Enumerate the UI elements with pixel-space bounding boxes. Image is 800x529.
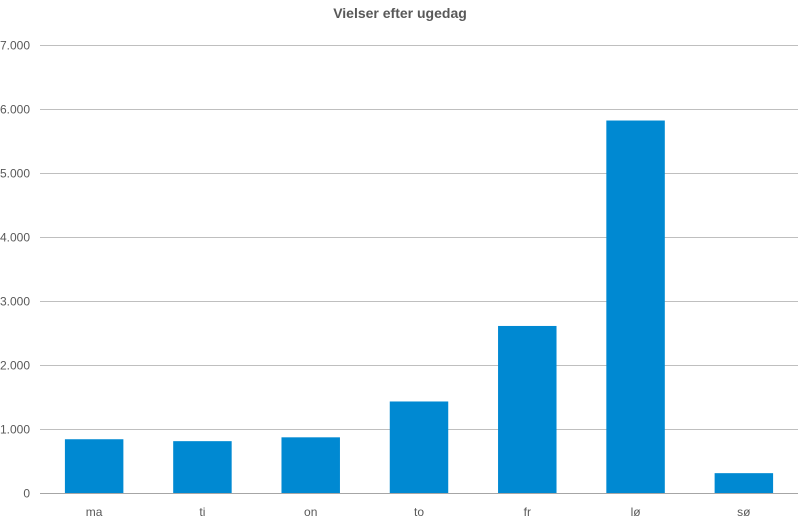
bar-fr <box>498 325 557 493</box>
bar-lø <box>606 120 665 494</box>
x-tick-label: to <box>414 505 424 519</box>
bar-on <box>281 437 340 493</box>
x-tick-label: fr <box>524 505 531 519</box>
x-tick-label: ti <box>199 505 205 519</box>
bar-to <box>389 401 449 493</box>
y-tick-label: 1.000 <box>0 423 30 437</box>
x-tick-labels: ma ti on to fr lø sø <box>86 505 751 519</box>
gridlines <box>40 45 798 430</box>
y-tick-label: 5.000 <box>0 167 30 181</box>
y-tick-label: 6.000 <box>0 103 30 117</box>
bar-sø <box>714 473 774 493</box>
x-tick-label: ma <box>86 505 103 519</box>
x-tick-label: sø <box>737 505 751 519</box>
chart-title: Vielser efter ugedag <box>333 5 467 21</box>
bar-ma <box>64 439 124 493</box>
y-tick-label: 4.000 <box>0 231 30 245</box>
bars <box>64 120 774 494</box>
y-tick-label: 0 <box>23 487 30 501</box>
y-tick-labels: 0 1.000 2.000 3.000 4.000 5.000 6.000 7.000 <box>0 39 30 501</box>
y-tick-label: 3.000 <box>0 295 30 309</box>
y-tick-label: 7.000 <box>0 39 30 53</box>
x-tick-label: lø <box>631 505 642 519</box>
y-tick-label: 2.000 <box>0 359 30 373</box>
bar-ti <box>173 441 232 493</box>
x-tick-label: on <box>304 505 317 519</box>
